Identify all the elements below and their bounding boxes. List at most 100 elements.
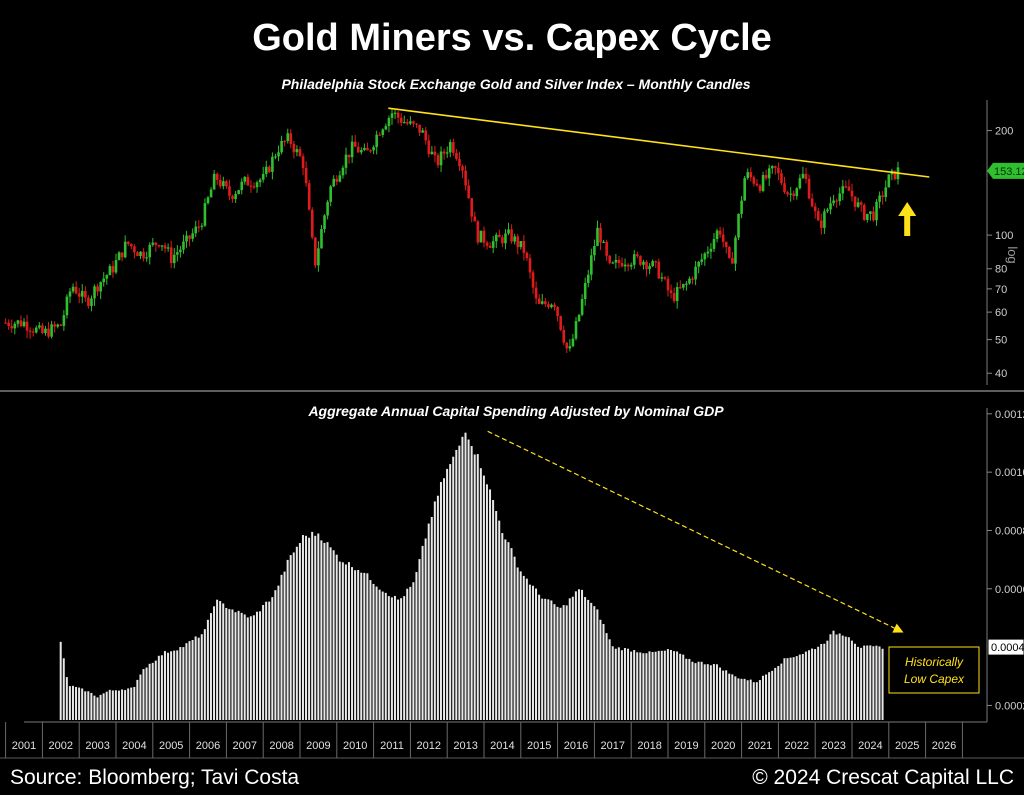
capex-bar (777, 665, 780, 720)
candle-body (436, 155, 440, 166)
candle-body (565, 342, 569, 349)
candle-body (41, 325, 44, 334)
candle-body (513, 236, 516, 242)
capex-bar (93, 695, 96, 720)
capex-bar (96, 697, 99, 720)
candle-body (801, 173, 805, 179)
candle-body (4, 322, 7, 324)
capex-bar (430, 516, 433, 720)
candle-body (559, 316, 562, 330)
candle-body (706, 251, 710, 254)
candle-body (399, 117, 403, 123)
x-tick-label: 2022 (785, 740, 809, 752)
capex-bar (286, 559, 289, 720)
candle-body (99, 282, 102, 292)
bottom-panel-title: Aggregate Annual Capital Spending Adjust… (307, 403, 724, 419)
capex-bar (722, 670, 725, 720)
capex-bar (559, 607, 562, 720)
capex-bar (268, 601, 271, 720)
capex-bar (498, 520, 501, 720)
x-tick-label: 2019 (674, 740, 698, 752)
capex-bar (243, 614, 246, 720)
candle-body (375, 134, 378, 148)
capex-bar (712, 664, 715, 720)
candle-body (672, 293, 676, 302)
capex-bar (308, 537, 311, 720)
capex-bar (369, 580, 372, 720)
capex-bar (587, 599, 590, 720)
capex-bar (160, 655, 163, 720)
x-tick-label: 2009 (306, 740, 330, 752)
capex-bar (801, 653, 804, 720)
capex-bar (467, 439, 470, 720)
capex-bar (433, 501, 436, 720)
capex-bar (200, 634, 203, 720)
candle-body (887, 174, 891, 188)
candle-body (675, 287, 679, 302)
candle-body (602, 241, 605, 244)
capex-bar (274, 590, 277, 720)
candle-body (608, 255, 612, 263)
capex-bar (262, 604, 265, 720)
capex-bar (105, 691, 108, 720)
candle-body (893, 170, 897, 180)
up-arrow-shaft (904, 214, 911, 236)
top-y-tick-label: 40 (995, 368, 1007, 380)
candle-body (47, 328, 50, 337)
candle-body (424, 130, 428, 141)
candle-body (590, 255, 593, 275)
candle-body (145, 257, 148, 259)
candle-body (467, 185, 470, 199)
capex-bar (504, 539, 507, 720)
capex-bar (427, 523, 430, 720)
capex-bar (666, 649, 669, 720)
capex-bar (452, 456, 455, 720)
capex-bar (271, 597, 274, 720)
capex-bar (114, 690, 117, 720)
capex-bar (133, 687, 136, 720)
candle-body (218, 179, 222, 187)
candle-body (470, 198, 474, 217)
candle-body (728, 247, 731, 258)
capex-bar (513, 556, 516, 720)
capex-bar (280, 574, 283, 720)
candle-body (344, 154, 348, 168)
candle-body (841, 186, 845, 194)
candle-body (154, 242, 158, 246)
capex-bar (320, 540, 323, 720)
candle-body (65, 296, 69, 316)
candle-body (10, 326, 14, 329)
candle-body (866, 213, 869, 220)
capex-bar (814, 649, 817, 720)
candle-body (461, 166, 464, 171)
capex-bar (111, 690, 114, 720)
capex-bar (789, 657, 792, 720)
candle-body (148, 244, 152, 258)
x-tick-label: 2021 (748, 740, 772, 752)
candle-body (577, 314, 581, 322)
bottom-y-tick-label: 0.0008 (995, 525, 1024, 537)
capex-bar (443, 478, 446, 720)
candle-body (237, 190, 240, 194)
capex-bar (136, 679, 139, 720)
capex-bar (623, 648, 626, 720)
capex-bar (860, 647, 863, 720)
candle-body (114, 260, 118, 273)
capex-bar-series (59, 432, 884, 720)
candle-body (651, 261, 654, 267)
candle-body (90, 298, 93, 307)
source-text: Source: Bloomberg; Tavi Costa (10, 766, 299, 789)
candle-body (482, 230, 486, 243)
capex-bar (850, 640, 853, 720)
candle-body (847, 186, 851, 191)
capex-bar (531, 585, 534, 720)
capex-bar (289, 555, 292, 720)
candle-body (875, 201, 878, 221)
candle-body (724, 241, 728, 248)
capex-bar (317, 533, 320, 720)
x-tick-label: 2006 (196, 740, 220, 752)
candle-body (304, 168, 308, 184)
candle-body (623, 264, 627, 267)
candle-body (636, 254, 639, 257)
